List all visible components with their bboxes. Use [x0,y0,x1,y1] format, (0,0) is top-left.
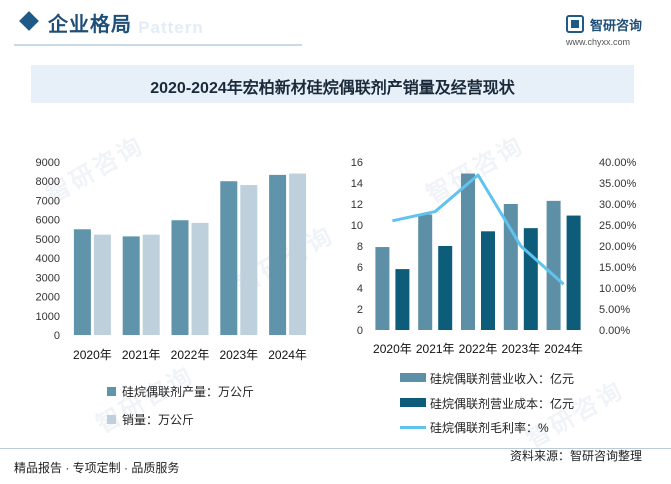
bar-revenue [418,214,433,330]
legend-label-sales: 销量：万公斤 [122,413,195,427]
y2-tick-label: 25.00% [599,220,637,232]
bar-sales [191,222,209,335]
x-tick-label: 2020年 [373,342,412,356]
x-tick-label: 2022年 [459,342,498,356]
y-tick-label: 2000 [36,292,60,304]
page-header: e Pattern 企业格局 智研咨询 www.chyxx.com [0,0,671,52]
section-title: 企业格局 [48,14,132,36]
y-tick-label: 12 [351,199,363,211]
bar-production [171,220,189,335]
revenue-cost-margin-chart: 0 2 4 6 8 10 12 14 16 0.00% 5.00% 10.00% 15.00% 20.00… [351,157,637,356]
legend-swatch-production [107,387,116,396]
legend-swatch-revenue [400,373,426,382]
bar-cost [566,215,581,330]
y-tick-label: 8000 [36,176,60,188]
y-tick-label: 5000 [36,234,60,246]
legend-swatch-cost [400,398,426,407]
x-tick-label: 2022年 [171,348,210,362]
bar-cost [481,231,495,330]
y2-tick-label: 0.00% [599,325,630,337]
bar-production [73,229,91,335]
y-tick-label: 3000 [36,272,60,284]
header-ghost-text: e Pattern [122,18,204,37]
chart-title: 2020-2024年宏柏新材硅烷偶联剂产销量及经营现状 [150,80,515,97]
legend-label-production: 硅烷偶联剂产量：万公斤 [122,385,255,399]
x-tick-label: 2024年 [544,342,583,356]
legend-label-revenue: 硅烷偶联剂营业收入：亿元 [430,372,575,386]
y2-tick-label: 35.00% [599,178,637,190]
source-note: 资料来源：智研咨询整理 [510,449,643,463]
legend-swatch-margin [400,426,426,429]
x-tick-label: 2023年 [501,342,540,356]
y-tick-label: 4 [357,283,363,295]
production-sales-chart: 0 1000 2000 3000 4000 5000 6000 7000 8000 9000 202… [36,157,307,362]
y2-tick-label: 40.00% [599,157,637,169]
brand-name: 智研咨询 [590,18,643,33]
line-gross-margin [392,173,565,286]
y-tick-label: 9000 [36,157,60,169]
brand-url: www.chyxx.com [566,37,631,47]
y2-tick-label: 30.00% [599,199,637,211]
y-tick-label: 0 [54,330,60,342]
bar-sales [142,234,160,335]
bar-cost [395,269,410,330]
y-tick-label: 6000 [36,215,60,227]
bar-revenue [461,173,475,330]
y-tick-label: 1000 [36,311,60,323]
x-tick-label: 2023年 [219,348,258,362]
brand-logo-icon [566,15,584,33]
y-tick-label: 6 [357,262,363,274]
y-tick-label: 4000 [36,253,60,265]
y2-tick-label: 15.00% [599,262,637,274]
bar-production [269,174,287,335]
legend-label-margin: 硅烷偶联剂毛利率：% [430,421,549,435]
y-tick-label: 8 [357,241,363,253]
y-tick-label: 2 [357,304,363,316]
bar-revenue [375,247,390,330]
diamond-icon [19,11,39,31]
y2-tick-label: 5.00% [599,304,630,316]
y2-tick-label: 20.00% [599,241,637,253]
x-tick-label: 2021年 [416,342,455,356]
y2-tick-label: 10.00% [599,283,637,295]
title-underline [14,44,302,46]
x-tick-label: 2021年 [122,348,161,362]
y-tick-label: 16 [351,157,363,169]
bar-revenue [546,200,561,330]
bar-production [122,236,140,335]
bar-cost [523,228,538,330]
footer-slogan: 精品报告 · 专项定制 · 品质服务 [14,461,180,475]
bar-sales [93,234,111,335]
bar-cost [438,246,453,330]
footer-divider [0,448,671,449]
y-tick-label: 14 [351,178,363,190]
x-tick-label: 2024年 [268,348,307,362]
bar-sales [240,185,258,335]
bar-sales [289,173,307,335]
y-tick-label: 10 [351,220,363,232]
legend-label-cost: 硅烷偶联剂营业成本：亿元 [430,397,575,411]
chart-title-banner: 2020-2024年宏柏新材硅烷偶联剂产销量及经营现状 [31,65,634,103]
x-tick-label: 2020年 [73,348,112,362]
y-tick-label: 0 [357,325,363,337]
bar-production [220,181,238,335]
y-tick-label: 7000 [36,195,60,207]
legend-swatch-sales [107,415,116,424]
